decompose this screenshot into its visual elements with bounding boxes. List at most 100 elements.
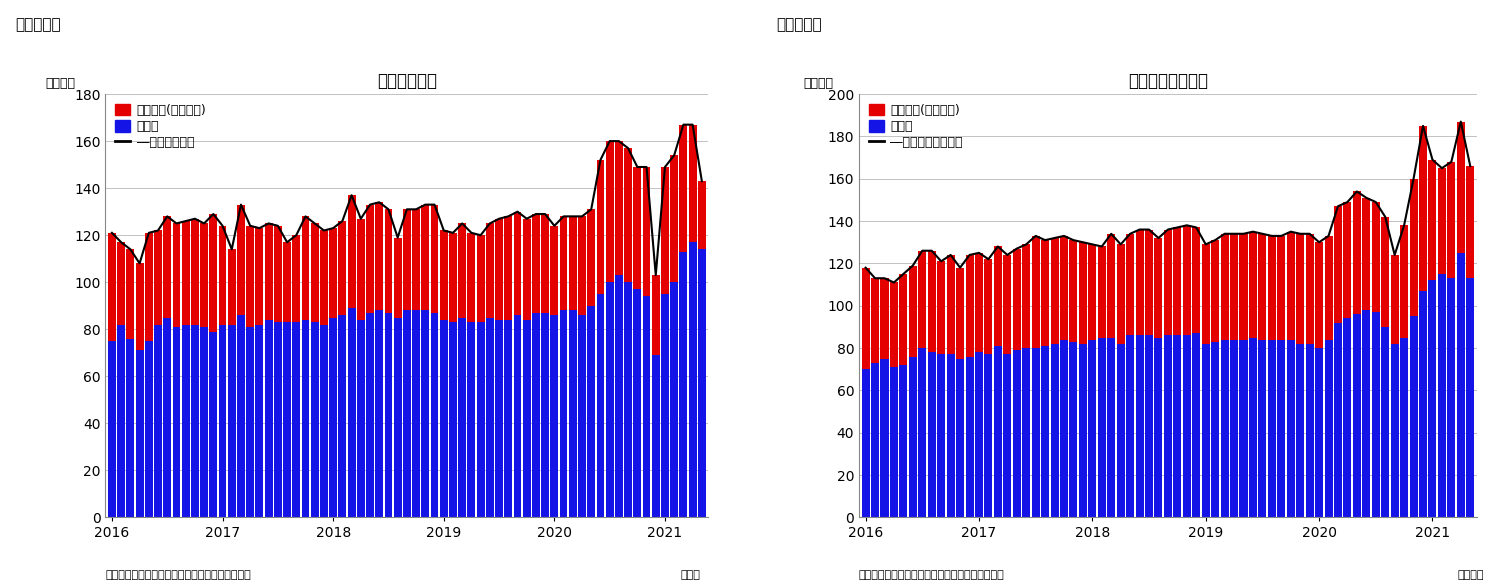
Bar: [671, 282, 678, 517]
Bar: [1278, 340, 1285, 517]
Bar: [301, 216, 309, 320]
Bar: [1429, 160, 1436, 280]
Bar: [955, 359, 964, 517]
Bar: [413, 310, 420, 517]
Bar: [256, 228, 264, 325]
Bar: [1258, 234, 1266, 340]
Bar: [182, 221, 190, 325]
Bar: [246, 327, 255, 517]
Bar: [900, 274, 907, 365]
Bar: [1032, 348, 1040, 517]
Text: （月次: （月次: [681, 570, 701, 580]
Bar: [880, 359, 889, 517]
Bar: [246, 226, 255, 327]
Bar: [1136, 229, 1144, 335]
Bar: [393, 318, 401, 517]
Bar: [1353, 314, 1361, 517]
Bar: [1343, 202, 1352, 319]
Bar: [900, 365, 907, 517]
Bar: [1305, 344, 1314, 517]
Bar: [653, 275, 660, 355]
Bar: [1117, 245, 1124, 344]
Bar: [559, 216, 568, 310]
Bar: [1325, 340, 1332, 517]
Bar: [1088, 245, 1097, 340]
Text: （月次）: （月次）: [1457, 570, 1484, 580]
Bar: [191, 325, 199, 517]
Bar: [413, 209, 420, 310]
Bar: [485, 318, 494, 517]
Bar: [1108, 338, 1115, 517]
Bar: [292, 322, 300, 517]
Bar: [946, 255, 954, 355]
Bar: [219, 226, 226, 325]
Bar: [966, 255, 974, 356]
Bar: [1108, 234, 1115, 338]
Bar: [496, 320, 503, 517]
Bar: [1239, 234, 1248, 340]
Bar: [633, 167, 642, 289]
Bar: [1305, 234, 1314, 344]
Bar: [1353, 192, 1361, 314]
Bar: [955, 268, 964, 359]
Bar: [127, 249, 134, 339]
Bar: [689, 125, 696, 242]
Legend: 集合住宅(二戸以上), 戸建て, ―住宅建築許可件数: 集合住宅(二戸以上), 戸建て, ―住宅建築許可件数: [865, 101, 966, 153]
Bar: [615, 275, 622, 517]
Text: （図表２）: （図表２）: [776, 18, 821, 33]
Bar: [871, 363, 879, 517]
Bar: [283, 322, 291, 517]
Bar: [1325, 236, 1332, 340]
Bar: [458, 318, 466, 517]
Bar: [1420, 291, 1427, 517]
Bar: [1145, 335, 1153, 517]
Bar: [1154, 338, 1162, 517]
Bar: [274, 322, 282, 517]
Bar: [1400, 225, 1408, 338]
Bar: [671, 155, 678, 282]
Bar: [1371, 312, 1380, 517]
Bar: [568, 216, 577, 310]
Bar: [1059, 236, 1068, 340]
Bar: [265, 320, 273, 517]
Bar: [182, 325, 190, 517]
Bar: [1466, 166, 1474, 278]
Bar: [1296, 344, 1304, 517]
Bar: [1201, 344, 1210, 517]
Bar: [1013, 249, 1020, 350]
Bar: [1013, 350, 1020, 517]
Bar: [937, 355, 945, 517]
Bar: [145, 341, 152, 517]
Bar: [928, 250, 936, 352]
Bar: [1022, 245, 1031, 348]
Bar: [200, 223, 208, 327]
Bar: [633, 289, 642, 517]
Bar: [984, 259, 993, 355]
Bar: [319, 230, 329, 325]
Bar: [310, 223, 318, 322]
Title: 住宅着工件数: 住宅着工件数: [377, 72, 437, 90]
Bar: [163, 318, 172, 517]
Bar: [154, 230, 161, 325]
Bar: [1070, 240, 1078, 342]
Bar: [422, 205, 429, 310]
Bar: [642, 296, 651, 517]
Bar: [1050, 238, 1058, 344]
Bar: [1438, 274, 1445, 517]
Bar: [1230, 340, 1239, 517]
Bar: [1032, 236, 1040, 348]
Legend: 集合住宅(二戸以上), 戸建て, ―住宅着工件数: 集合住宅(二戸以上), 戸建て, ―住宅着工件数: [112, 101, 211, 153]
Bar: [1136, 335, 1144, 517]
Text: （資料）センサス局よりニッセイ基礎研究所作成: （資料）センサス局よりニッセイ基礎研究所作成: [105, 570, 252, 580]
Bar: [1041, 240, 1049, 346]
Bar: [1174, 228, 1181, 335]
Bar: [127, 339, 134, 517]
Bar: [422, 310, 429, 517]
Bar: [1371, 202, 1380, 312]
Bar: [1097, 338, 1106, 517]
Bar: [505, 216, 512, 320]
Bar: [1429, 280, 1436, 517]
Bar: [485, 223, 494, 318]
Bar: [1278, 236, 1285, 340]
Bar: [1287, 340, 1295, 517]
